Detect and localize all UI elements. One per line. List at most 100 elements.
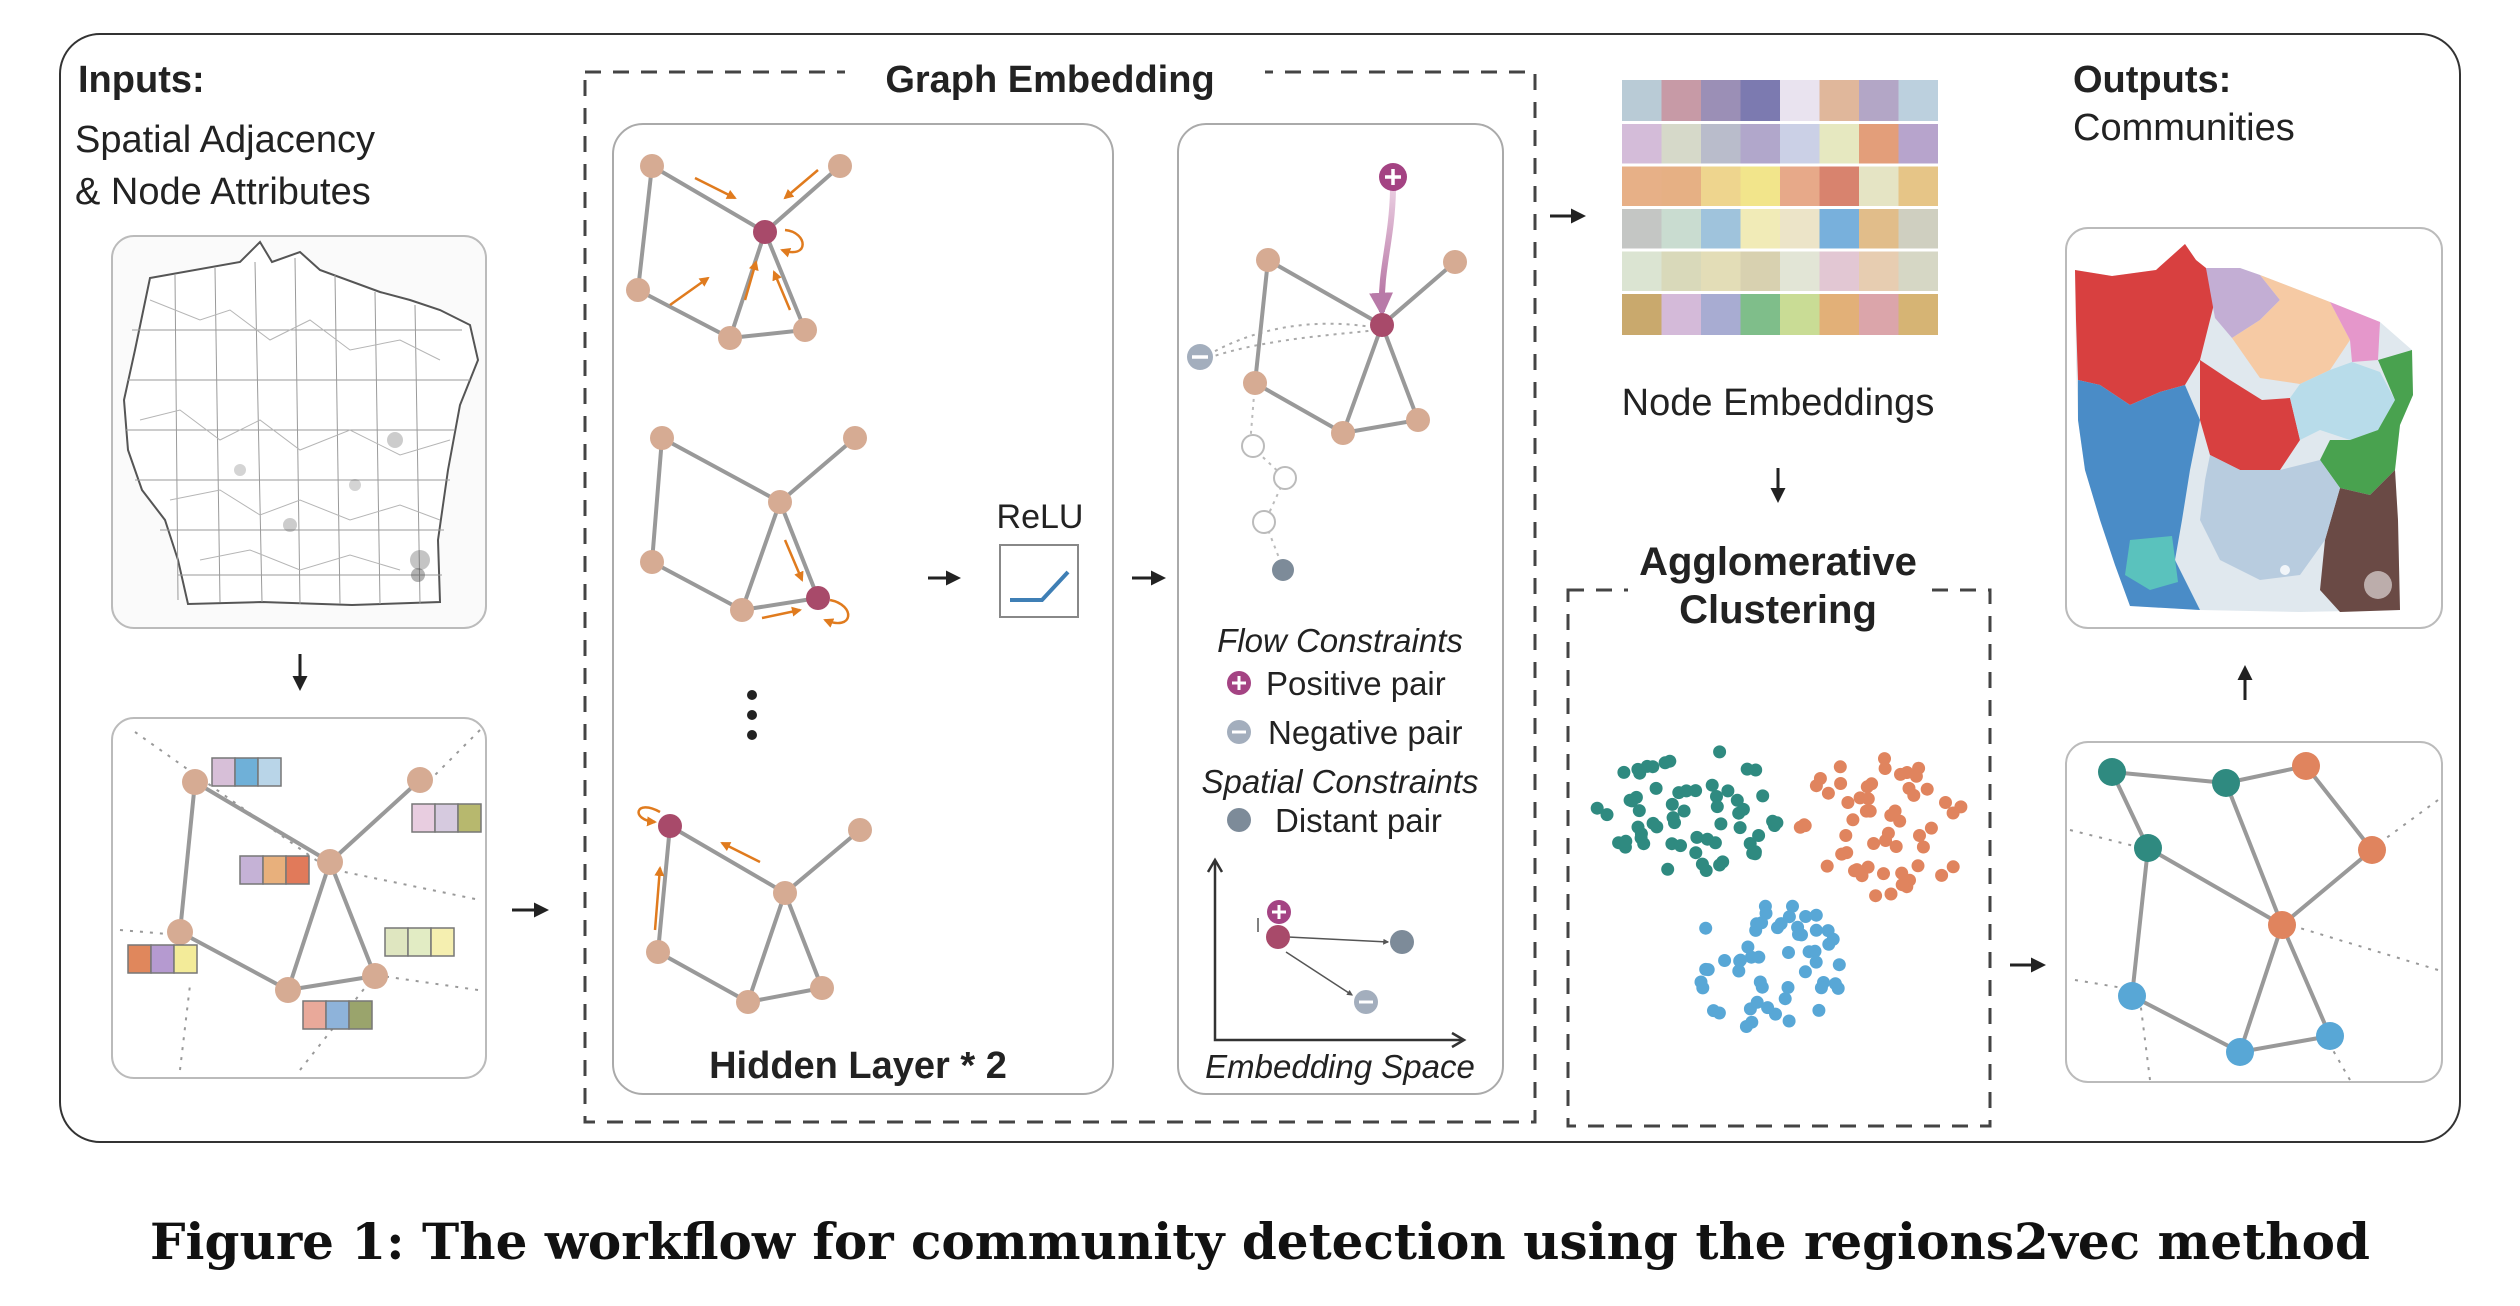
embedding-space-label: Embedding Space [1205,1048,1475,1085]
cluster-point [1834,777,1848,790]
cluster-point [1877,867,1890,881]
input-attribute-graph [111,717,487,1079]
cluster-point [1828,977,1842,991]
cluster-point [1734,953,1747,967]
cluster-point [1920,782,1934,796]
node-embeddings-label: Node Embeddings [1622,382,1935,424]
cluster-point [1895,878,1909,892]
cluster-point [1809,779,1823,793]
cluster-point [1865,777,1879,791]
cluster-point [1839,829,1853,842]
embedding-cell [1780,292,1820,335]
cluster-point [1884,808,1898,822]
cluster-point [1646,760,1660,774]
cluster-point [1710,800,1724,814]
clustering-title-line2: Clustering [1679,588,1877,632]
cluster-point [1878,762,1892,775]
cluster-point [1863,804,1877,818]
relu-label: ReLU [997,498,1084,536]
cluster-point [1869,889,1883,903]
cluster-point [1732,964,1746,978]
negative-pair-icon [1187,344,1213,370]
cluster-point [1946,806,1960,820]
cluster-point [1935,868,1949,882]
embedding-cell [1819,250,1859,293]
cluster-point [1689,784,1703,798]
positive-pair-legend-icon [1227,671,1251,695]
cluster-point [1814,981,1828,995]
cluster-point [1889,840,1903,853]
cluster-point [1740,762,1754,776]
embedding-cell [1780,207,1820,250]
embedding-cell [1819,207,1859,250]
cluster-point [1821,786,1835,800]
cluster-point [1782,1014,1796,1028]
embedding-cell [1661,250,1701,293]
embedding-cell [1780,165,1820,208]
cluster-point [1907,788,1921,802]
cluster-teal [1590,745,1784,877]
embedding-cell [1701,80,1741,123]
embedding-cell [1859,292,1899,335]
cluster-point [1771,921,1784,935]
embedding-cell [1898,207,1938,250]
cluster-point [1812,1003,1826,1017]
cluster-point [1846,813,1860,827]
ellipsis-dots [747,690,757,740]
cluster-point [1832,958,1846,972]
cluster-point [1878,752,1891,766]
embedding-cell [1661,292,1701,335]
embedding-cell [1819,165,1859,208]
cluster-point [1617,765,1631,779]
cluster-point [1822,937,1836,951]
embedding-cell [1780,122,1820,165]
cluster-point [1833,760,1847,774]
cluster-point [1677,804,1691,818]
cluster-point [1809,908,1823,922]
cluster-point [1741,940,1755,954]
embedding-cell [1859,122,1899,165]
cluster-point [1879,834,1893,847]
embedding-cell [1622,80,1662,123]
embedding-cell [1898,80,1938,123]
cluster-point [1867,837,1881,850]
cluster-point [1699,962,1713,976]
cluster-point [1809,923,1823,937]
cluster-point [1632,804,1646,818]
cluster-point [1799,910,1813,923]
hidden-layer-label: Hidden Layer * 2 [709,1045,1007,1087]
cluster-point [1770,816,1784,830]
cluster-point [1798,965,1812,979]
cluster-point [1752,829,1766,842]
cluster-point [1732,806,1746,820]
outputs-section: Outputs: Communities [2065,59,2443,1083]
clustering-section: Agglomerative Clustering [1566,540,1992,1128]
hidden-layer-panel: Hidden Layer * 2 [612,123,1114,1095]
cluster-point [1714,817,1728,831]
cluster-point [1808,944,1822,958]
cluster-point [1795,928,1808,942]
cluster-point [1939,796,1952,809]
cluster-point [1689,846,1703,860]
embedding-cell [1701,207,1741,250]
spatial-constraints-label: Spatial Constraints [1202,763,1479,800]
clustering-title-line1: Agglomerative [1639,540,1917,584]
embedding-cell [1859,207,1899,250]
clustering-dashed-box [1566,588,1992,1128]
embedding-cell [1898,122,1938,165]
cluster-point [1712,1006,1726,1020]
cluster-point [1646,816,1660,830]
inputs-line2: & Node Attributes [75,171,371,213]
cluster-point [1623,793,1637,807]
embedding-space-plot [1206,857,1467,1049]
embedding-cell [1622,122,1662,165]
positive-pair-icon [1379,163,1407,191]
cluster-point [1733,821,1747,835]
node-embedding-matrix [1622,80,1938,335]
cluster-point [1911,859,1925,873]
cluster-point [1820,859,1834,873]
embedding-cell [1740,250,1780,293]
cluster-point [1690,830,1704,844]
cluster-point [1750,995,1764,1009]
embedding-cell [1859,165,1899,208]
